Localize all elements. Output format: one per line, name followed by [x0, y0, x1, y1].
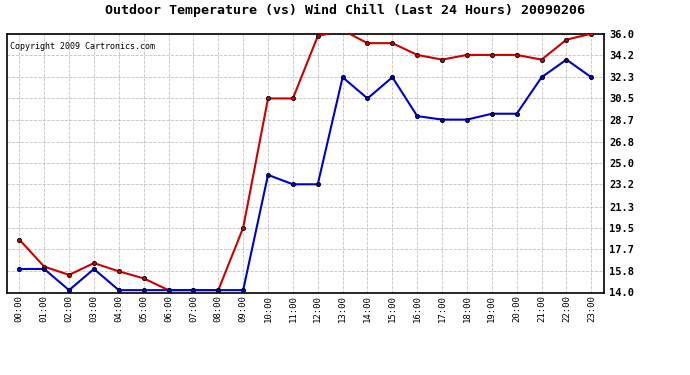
Text: Outdoor Temperature (vs) Wind Chill (Last 24 Hours) 20090206: Outdoor Temperature (vs) Wind Chill (Las…: [105, 4, 585, 17]
Text: Copyright 2009 Cartronics.com: Copyright 2009 Cartronics.com: [10, 42, 155, 51]
